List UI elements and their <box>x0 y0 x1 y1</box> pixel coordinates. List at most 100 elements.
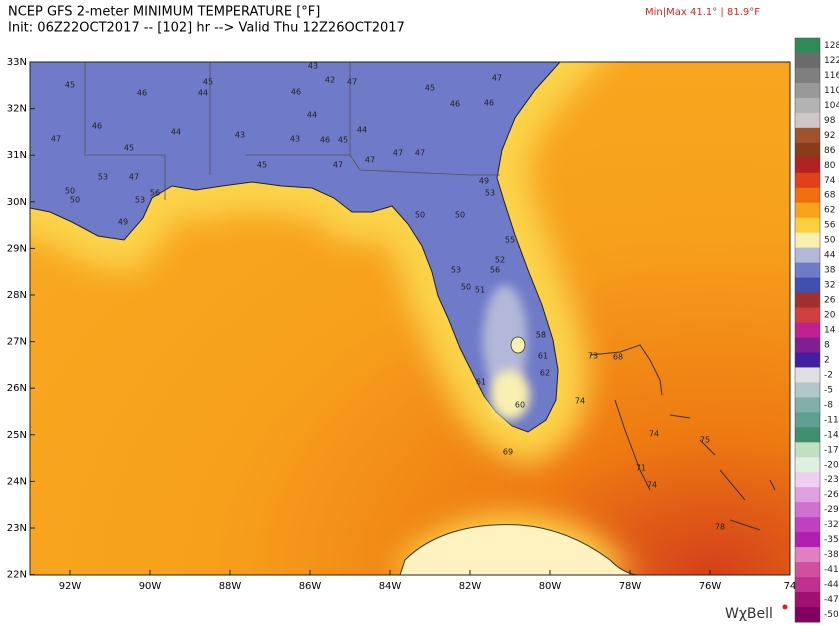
lake-okeechobee <box>510 336 526 354</box>
station-value: 44 <box>357 126 367 135</box>
lon-label: 84W <box>379 581 402 592</box>
station-value: 47 <box>393 149 403 158</box>
colorbar-label: -23 <box>824 475 839 485</box>
station-value: 46 <box>92 122 102 131</box>
lon-label: 80W <box>539 581 562 592</box>
station-value: 68 <box>613 353 623 362</box>
station-value: 47 <box>415 149 425 158</box>
station-value: 44 <box>307 111 317 120</box>
colorbar-cell <box>795 52 820 69</box>
lon-label: 90W <box>139 581 162 592</box>
colorbar-label: 128 <box>824 41 839 51</box>
station-value: 47 <box>492 74 502 83</box>
state-borders <box>84 62 500 200</box>
colorbar-cell <box>795 292 820 309</box>
colorbar-cell <box>795 97 820 114</box>
station-value: 50 <box>70 196 80 205</box>
station-value: 50 <box>461 283 471 292</box>
station-value: 56 <box>150 189 160 198</box>
min-max: Min|Max 41.1° | 81.9°F <box>645 7 760 18</box>
colorbar-label: 116 <box>824 71 839 81</box>
station-value: 43 <box>235 131 245 140</box>
station-value: 47 <box>51 135 61 144</box>
colorbar-label: -2 <box>824 370 833 380</box>
colorbar-cell <box>795 607 820 623</box>
colorbar-label: 92 <box>824 131 835 141</box>
colorbar-cell <box>795 172 820 189</box>
station-value: 53 <box>485 189 495 198</box>
colorbar-cell <box>795 232 820 249</box>
station-value: 52 <box>495 256 505 265</box>
colorbar-label: 8 <box>824 340 830 350</box>
colorbar-label: 2 <box>824 355 830 365</box>
colorbar-label: -38 <box>824 550 839 560</box>
colorbar-cell <box>795 427 820 443</box>
colorbar-label: 26 <box>824 296 836 306</box>
station-value: 43 <box>290 135 300 144</box>
colorbar-label: -5 <box>824 385 833 395</box>
colorbar-cell <box>795 217 820 234</box>
station-value: 60 <box>515 401 525 410</box>
station-value: 61 <box>476 378 486 387</box>
colorbar-cell <box>795 202 820 219</box>
colorbar-cell <box>795 337 820 353</box>
colorbar-cell <box>795 157 820 174</box>
title: NCEP GFS 2-meter MINIMUM TEMPERATURE [°F… <box>8 5 320 20</box>
colorbar-label: -50 <box>824 610 839 620</box>
logo-dot <box>782 604 788 610</box>
lon-label: 82W <box>459 581 482 592</box>
station-value: 62 <box>540 369 550 378</box>
colorbar-cell <box>795 127 820 144</box>
colorbar-cell <box>795 382 820 398</box>
colorbar-label: 32 <box>824 281 835 291</box>
station-values: 45 45 46 44 42 47 43 46 44 45 46 47 46 46 44 43 43 46 45 44… <box>51 62 725 532</box>
colorbar-label: 14 <box>824 326 836 336</box>
station-value: 46 <box>450 100 460 109</box>
station-value: 45 <box>124 144 134 153</box>
colorbar-cell <box>795 38 820 54</box>
lat-label: 30N <box>7 197 27 208</box>
station-value: 46 <box>137 89 147 98</box>
lon-label: 92W <box>59 581 82 592</box>
colorbar-label: -35 <box>824 535 839 545</box>
colorbar-label: 56 <box>824 221 836 231</box>
station-value: 44 <box>198 89 208 98</box>
station-value: 71 <box>636 464 646 473</box>
colorbar-label: 104 <box>824 101 839 111</box>
lat-label: 22N <box>7 570 27 581</box>
axes: 33N 32N 31N 30N 29N 28N 27N 26N 25N 24N 23N 22N 92W 9… <box>7 57 797 592</box>
colorbar-label: 20 <box>824 311 836 321</box>
colorbar-label: 38 <box>824 266 836 276</box>
lat-label: 25N <box>7 430 27 441</box>
station-value: 49 <box>479 177 489 186</box>
colorbar-label: -29 <box>824 505 839 515</box>
station-value: 45 <box>203 78 213 87</box>
lat-label: 27N <box>7 337 27 348</box>
station-value: 73 <box>588 352 598 361</box>
colorbar-cell <box>795 562 820 578</box>
station-value: 78 <box>715 523 725 532</box>
colorbar-label: 122 <box>824 56 839 66</box>
colorbar-cell <box>795 262 820 279</box>
cuba <box>399 524 641 575</box>
colorbar-cell <box>795 112 820 129</box>
station-value: 43 <box>308 62 318 71</box>
colorbar-cell <box>795 397 820 413</box>
colorbar-label: 98 <box>824 116 836 126</box>
colorbar-label: -17 <box>824 445 839 455</box>
colorbar-label: 86 <box>824 146 836 156</box>
colorbar-label: -41 <box>824 565 839 575</box>
station-value: 53 <box>135 196 145 205</box>
station-value: 44 <box>171 128 181 137</box>
colorbar-label: -47 <box>824 595 839 605</box>
colorbar-cell <box>795 457 820 473</box>
station-value: 45 <box>338 136 348 145</box>
station-value: 45 <box>65 81 75 90</box>
lat-label: 28N <box>7 290 27 301</box>
station-value: 53 <box>451 266 461 275</box>
map-area: 45 45 46 44 42 47 43 46 44 45 46 47 46 46 44 43 43 46 45 44… <box>30 62 790 575</box>
lon-label: 76W <box>699 581 722 592</box>
colorbar-cell <box>795 577 820 593</box>
station-value: 46 <box>320 136 330 145</box>
colorbar-cell <box>795 442 820 458</box>
